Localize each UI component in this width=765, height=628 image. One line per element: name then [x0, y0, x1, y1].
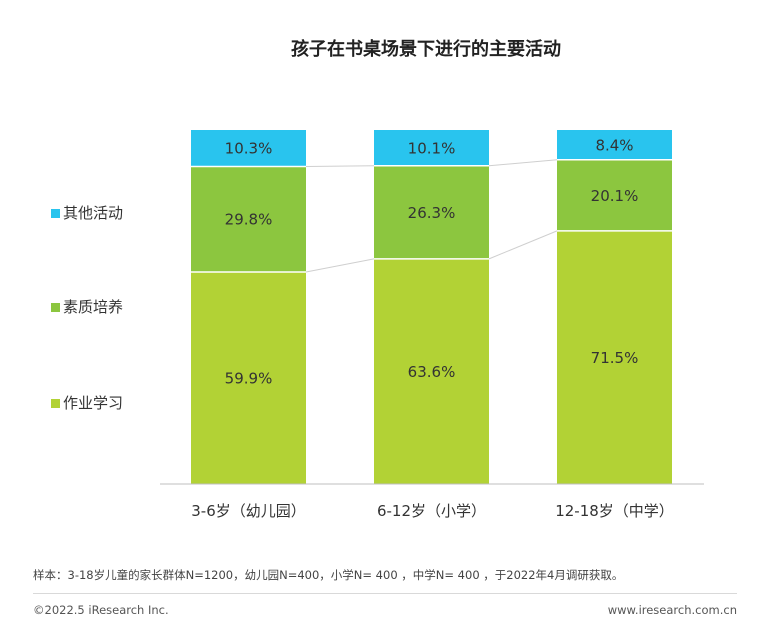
data-label: 59.9%: [225, 369, 273, 387]
bar-segment: [191, 271, 306, 484]
data-label: 26.3%: [408, 204, 456, 222]
legend-swatch: [51, 303, 60, 312]
legend-label: 素质培养: [63, 298, 123, 316]
bars: 59.9% 29.8% 10.3% 63.6% 26.3% 10.1% 71.5% 20.1%…: [191, 130, 672, 484]
data-label: 10.3%: [225, 140, 273, 158]
website-text: www.iresearch.com.cn: [607, 603, 737, 617]
bar-segment: [557, 159, 672, 231]
copyright-text: ©2022.5 iResearch Inc.: [33, 603, 169, 617]
category-label: 3-6岁（幼儿园）: [191, 502, 306, 520]
data-label: 8.4%: [595, 136, 633, 154]
bar-segment: [374, 165, 489, 259]
bar-segment: [374, 258, 489, 484]
legend-swatch: [51, 399, 60, 408]
connector-line: [305, 258, 375, 273]
legend-label: 其他活动: [63, 204, 123, 222]
category-label: 6-12岁（小学）: [377, 502, 486, 520]
bar-segment: [557, 230, 672, 484]
bar-segment: [557, 130, 672, 160]
legend-swatch: [51, 209, 60, 218]
connector-line: [488, 230, 558, 260]
legend-label: 作业学习: [63, 394, 123, 412]
data-label: 71.5%: [591, 349, 639, 367]
footer-divider: [33, 593, 737, 594]
connector-line: [488, 159, 558, 167]
connector-line: [305, 165, 375, 167]
data-label: 63.6%: [408, 363, 456, 381]
bar-segment: [191, 130, 306, 167]
data-label: 29.8%: [225, 211, 273, 229]
connector-lines: [305, 159, 558, 273]
sample-note: 样本：3-18岁儿童的家长群体N=1200，幼儿园N=400，小学N= 400 …: [33, 568, 624, 582]
bar-segment: [374, 130, 489, 166]
category-label: 12-18岁（中学）: [555, 502, 674, 520]
data-label: 20.1%: [591, 187, 639, 205]
stacked-bar-chart: 孩子在书桌场景下进行的主要活动 59.9% 29.8% 10.3% 63.6% 26.3…: [51, 38, 704, 520]
data-label: 10.1%: [408, 139, 456, 157]
category-labels: 3-6岁（幼儿园） 6-12岁（小学） 12-18岁（中学）: [191, 502, 674, 520]
chart-title: 孩子在书桌场景下进行的主要活动: [291, 38, 561, 60]
bar-segment: [191, 166, 306, 272]
